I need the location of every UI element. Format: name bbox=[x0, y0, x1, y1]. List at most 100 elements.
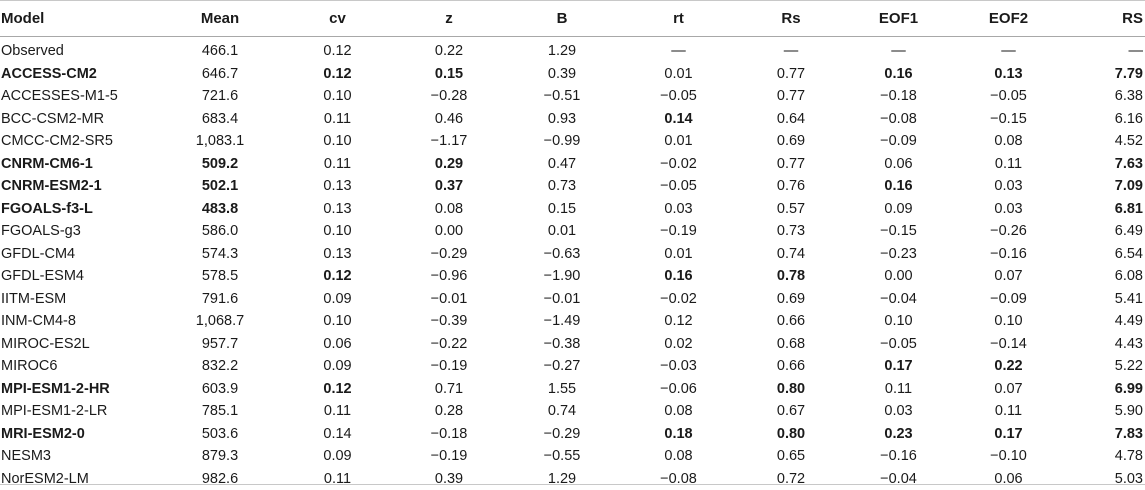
cell-cv: 0.06 bbox=[280, 333, 395, 356]
cell-rt: −0.02 bbox=[621, 288, 736, 311]
cell-z: 0.29 bbox=[395, 153, 503, 176]
cell-mean: 578.5 bbox=[160, 265, 280, 288]
cell-eof1: −0.18 bbox=[846, 85, 951, 108]
cell-rs-lower: 0.67 bbox=[736, 400, 846, 423]
cell-z: −0.19 bbox=[395, 355, 503, 378]
cell-cv: 0.10 bbox=[280, 310, 395, 333]
cell-b: 1.55 bbox=[503, 378, 621, 401]
cell-z: 0.08 bbox=[395, 198, 503, 221]
cell-b: 0.93 bbox=[503, 108, 621, 131]
cell-model: MIROC6 bbox=[0, 355, 160, 378]
header-rs-upper: RS bbox=[1066, 0, 1145, 37]
cell-eof1: −0.23 bbox=[846, 243, 951, 266]
cell-z: −0.96 bbox=[395, 265, 503, 288]
cell-rt: 0.08 bbox=[621, 400, 736, 423]
cell-eof1: 0.10 bbox=[846, 310, 951, 333]
cell-z: 0.46 bbox=[395, 108, 503, 131]
cell-rs-upper: 7.79 bbox=[1066, 63, 1145, 86]
cell-eof2: — bbox=[951, 37, 1066, 63]
cell-mean: 832.2 bbox=[160, 355, 280, 378]
cell-b: 0.47 bbox=[503, 153, 621, 176]
cell-cv: 0.11 bbox=[280, 108, 395, 131]
cell-b: −1.90 bbox=[503, 265, 621, 288]
cell-rs-lower: 0.69 bbox=[736, 288, 846, 311]
cell-rt: −0.05 bbox=[621, 175, 736, 198]
cell-cv: 0.11 bbox=[280, 153, 395, 176]
header-z: z bbox=[395, 0, 503, 37]
cell-cv: 0.10 bbox=[280, 220, 395, 243]
cell-rt: −0.19 bbox=[621, 220, 736, 243]
cell-model: INM-CM4-8 bbox=[0, 310, 160, 333]
cell-model: FGOALS-f3-L bbox=[0, 198, 160, 221]
cell-b: 0.74 bbox=[503, 400, 621, 423]
cell-b: 0.15 bbox=[503, 198, 621, 221]
cell-rs-upper: 6.81 bbox=[1066, 198, 1145, 221]
cell-z: −0.22 bbox=[395, 333, 503, 356]
cell-cv: 0.13 bbox=[280, 175, 395, 198]
cell-eof2: −0.14 bbox=[951, 333, 1066, 356]
cell-b: 0.73 bbox=[503, 175, 621, 198]
cell-z: −0.01 bbox=[395, 288, 503, 311]
cell-rs-upper: 4.52 bbox=[1066, 130, 1145, 153]
cell-eof2: −0.05 bbox=[951, 85, 1066, 108]
cell-b: −0.51 bbox=[503, 85, 621, 108]
cell-rs-lower: 0.73 bbox=[736, 220, 846, 243]
cell-rt: 0.03 bbox=[621, 198, 736, 221]
cell-rt: — bbox=[621, 37, 736, 63]
cell-rs-lower: 0.77 bbox=[736, 85, 846, 108]
cell-eof1: — bbox=[846, 37, 951, 63]
cell-rs-upper: — bbox=[1066, 37, 1145, 63]
cell-eof1: 0.03 bbox=[846, 400, 951, 423]
cell-z: 0.71 bbox=[395, 378, 503, 401]
cell-b: −0.63 bbox=[503, 243, 621, 266]
cell-eof2: 0.07 bbox=[951, 378, 1066, 401]
cell-mean: 1,083.1 bbox=[160, 130, 280, 153]
cell-model: IITM-ESM bbox=[0, 288, 160, 311]
cell-rs-lower: 0.69 bbox=[736, 130, 846, 153]
cell-rs-upper: 7.83 bbox=[1066, 423, 1145, 446]
cell-eof2: −0.16 bbox=[951, 243, 1066, 266]
cell-b: −0.99 bbox=[503, 130, 621, 153]
header-model: Model bbox=[0, 0, 160, 37]
cell-rs-upper: 7.09 bbox=[1066, 175, 1145, 198]
cell-rt: 0.08 bbox=[621, 445, 736, 468]
cell-rs-upper: 6.38 bbox=[1066, 85, 1145, 108]
cell-mean: 509.2 bbox=[160, 153, 280, 176]
cell-mean: 791.6 bbox=[160, 288, 280, 311]
cell-cv: 0.10 bbox=[280, 85, 395, 108]
cell-eof2: 0.13 bbox=[951, 63, 1066, 86]
cell-eof1: 0.09 bbox=[846, 198, 951, 221]
cell-rs-upper: 6.08 bbox=[1066, 265, 1145, 288]
cell-mean: 466.1 bbox=[160, 37, 280, 63]
cell-z: 0.15 bbox=[395, 63, 503, 86]
header-row: Model Mean cv z B rt Rs EOF1 EOF2 RS bbox=[0, 0, 1145, 37]
cell-cv: 0.14 bbox=[280, 423, 395, 446]
cell-rs-upper: 7.63 bbox=[1066, 153, 1145, 176]
cell-b: −0.27 bbox=[503, 355, 621, 378]
cell-mean: 586.0 bbox=[160, 220, 280, 243]
cell-mean: 879.3 bbox=[160, 445, 280, 468]
cell-rt: −0.05 bbox=[621, 85, 736, 108]
cell-eof1: −0.15 bbox=[846, 220, 951, 243]
cell-rt: 0.02 bbox=[621, 333, 736, 356]
cell-eof2: 0.11 bbox=[951, 400, 1066, 423]
cell-eof1: −0.16 bbox=[846, 445, 951, 468]
cell-eof2: 0.22 bbox=[951, 355, 1066, 378]
cell-rs-upper: 6.54 bbox=[1066, 243, 1145, 266]
cell-cv: 0.10 bbox=[280, 130, 395, 153]
cell-rs-lower: 0.80 bbox=[736, 423, 846, 446]
cell-rt: 0.01 bbox=[621, 130, 736, 153]
cell-rs-lower: 0.78 bbox=[736, 265, 846, 288]
cell-b: −1.49 bbox=[503, 310, 621, 333]
cell-rs-upper: 6.99 bbox=[1066, 378, 1145, 401]
cell-z: 0.22 bbox=[395, 37, 503, 63]
cell-model: BCC-CSM2-MR bbox=[0, 108, 160, 131]
cell-rt: −0.03 bbox=[621, 355, 736, 378]
